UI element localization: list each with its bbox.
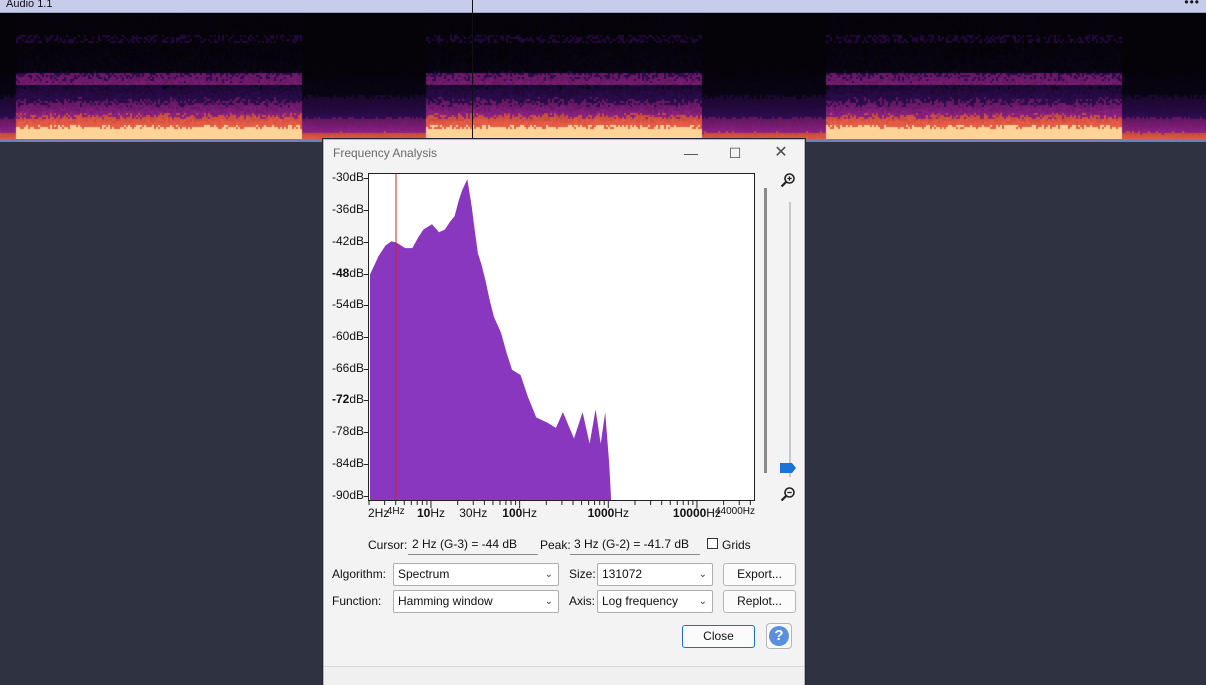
y-tick-label: -84dB bbox=[331, 455, 364, 470]
algorithm-value: Spectrum bbox=[398, 567, 450, 581]
y-tick-label: -30dB bbox=[331, 170, 364, 185]
peak-label: Peak: bbox=[540, 538, 571, 552]
y-tick-mark bbox=[364, 241, 368, 243]
size-label: Size: bbox=[569, 567, 596, 581]
y-tick-label: -78dB bbox=[331, 424, 364, 439]
axis-label: Axis: bbox=[569, 594, 596, 608]
spectrogram-view[interactable] bbox=[0, 13, 1206, 139]
x-tick-label: 4Hz bbox=[386, 506, 405, 517]
x-tick-label: 1000Hz bbox=[587, 506, 629, 520]
spectrum-area bbox=[370, 179, 612, 500]
chevron-down-icon: ⌄ bbox=[544, 569, 553, 580]
x-axis-ticks bbox=[368, 501, 751, 508]
chevron-down-icon: ⌄ bbox=[698, 569, 707, 580]
zoom-in-icon[interactable] bbox=[780, 172, 796, 188]
y-tick-mark bbox=[364, 305, 368, 307]
y-tick-label: -54dB bbox=[331, 297, 364, 312]
y-tick-label: -60dB bbox=[331, 329, 364, 343]
grids-label[interactable]: Grids bbox=[722, 538, 751, 552]
chevron-down-icon: ⌄ bbox=[698, 596, 707, 607]
axis-select[interactable]: Log frequency ⌄ bbox=[597, 590, 713, 613]
dialog-title: Frequency Analysis bbox=[333, 146, 438, 160]
replot-button[interactable]: Replot... bbox=[723, 590, 796, 613]
spectrum-chart[interactable] bbox=[369, 174, 755, 501]
plot-scrollbar[interactable] bbox=[764, 188, 767, 473]
dialog-titlebar[interactable]: Frequency Analysis — ☐ ✕ bbox=[324, 140, 804, 166]
size-value: 131072 bbox=[602, 567, 643, 581]
y-tick-label: -36dB bbox=[331, 202, 364, 217]
minimize-icon[interactable]: — bbox=[684, 145, 698, 161]
chevron-down-icon: ⌄ bbox=[544, 596, 553, 607]
cursor-field: 2 Hz (G-3) = -44 dB bbox=[408, 534, 538, 555]
y-tick-mark bbox=[364, 273, 368, 275]
help-icon: ? bbox=[769, 626, 789, 646]
track-menu-icon[interactable]: ••• bbox=[1184, 0, 1200, 9]
x-tick-label: 30Hz bbox=[459, 506, 488, 520]
y-tick-label: -66dB bbox=[331, 360, 364, 375]
y-tick-label: -72dB bbox=[331, 392, 364, 407]
y-tick-mark bbox=[364, 400, 368, 402]
zoom-slider-track[interactable] bbox=[789, 202, 791, 477]
dialog-statusbar bbox=[324, 666, 804, 685]
zoom-slider-thumb[interactable] bbox=[780, 463, 796, 473]
function-select[interactable]: Hamming window ⌄ bbox=[393, 590, 559, 613]
x-tick-label: 10Hz bbox=[416, 506, 445, 520]
y-tick-mark bbox=[364, 495, 368, 497]
spectrum-plot[interactable] bbox=[368, 173, 755, 501]
y-tick-mark bbox=[364, 463, 368, 465]
playhead[interactable] bbox=[472, 0, 473, 140]
y-tick-label: -42dB bbox=[331, 233, 364, 248]
maximize-icon[interactable]: ☐ bbox=[728, 145, 742, 161]
grids-checkbox[interactable] bbox=[707, 538, 718, 549]
close-button[interactable]: Close bbox=[682, 625, 755, 648]
axis-value: Log frequency bbox=[602, 594, 679, 608]
y-tick-mark bbox=[364, 178, 368, 180]
y-tick-mark bbox=[364, 210, 368, 212]
x-tick-label: 44000Hz bbox=[714, 506, 755, 517]
y-tick-mark bbox=[364, 337, 368, 338]
frequency-analysis-dialog: Frequency Analysis — ☐ ✕ -30dB -36dB -42dB… bbox=[323, 139, 805, 685]
help-button[interactable]: ? bbox=[766, 623, 792, 649]
size-select[interactable]: 131072 ⌄ bbox=[597, 563, 713, 586]
x-tick-label: 2Hz bbox=[368, 506, 390, 520]
peak-field: 3 Hz (G-2) = -41.7 dB bbox=[570, 534, 700, 555]
algorithm-label: Algorithm: bbox=[332, 567, 387, 581]
algorithm-select[interactable]: Spectrum ⌄ bbox=[393, 563, 559, 586]
y-tick-mark bbox=[364, 432, 368, 434]
x-tick-label: 10000Hz bbox=[672, 506, 721, 520]
y-tick-label: -48dB bbox=[331, 265, 364, 280]
y-tick-label: -90dB bbox=[331, 487, 364, 502]
close-icon[interactable]: ✕ bbox=[774, 144, 788, 161]
function-label: Function: bbox=[332, 594, 382, 608]
zoom-out-icon[interactable] bbox=[780, 486, 796, 502]
cursor-label: Cursor: bbox=[368, 538, 408, 552]
function-value: Hamming window bbox=[398, 594, 493, 608]
y-tick-mark bbox=[364, 368, 368, 370]
x-tick-label: 100Hz bbox=[502, 506, 537, 520]
export-button[interactable]: Export... bbox=[723, 563, 796, 586]
track-title[interactable]: Audio 1.1 bbox=[6, 0, 53, 10]
track-header[interactable]: Audio 1.1 ••• bbox=[0, 0, 1206, 13]
